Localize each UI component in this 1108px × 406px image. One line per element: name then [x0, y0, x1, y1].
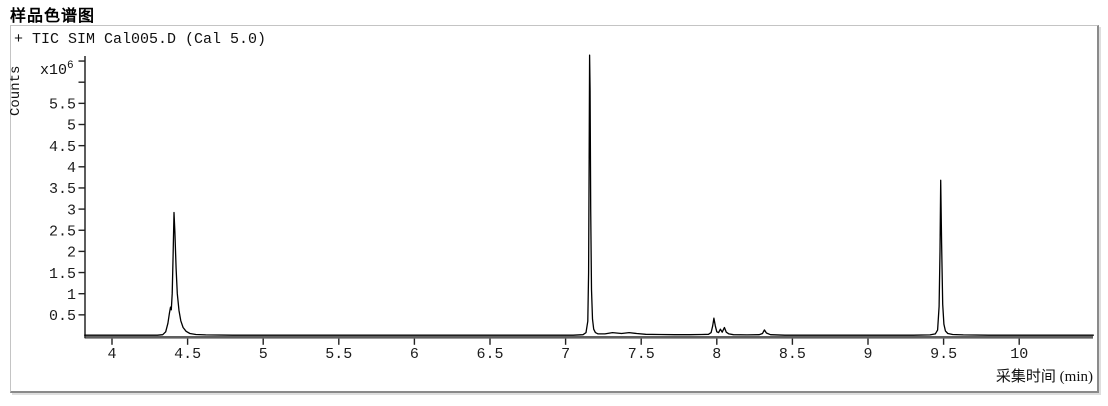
signal-label: + TIC SIM Cal005.D (Cal 5.0) — [14, 31, 267, 48]
chromatogram-panel — [10, 25, 1099, 393]
x-tick-label: 4.5 — [174, 346, 201, 363]
y-tick-label: 2 — [67, 245, 76, 262]
x-tick-label: 7 — [561, 346, 570, 363]
y-tick-label: 1.5 — [49, 266, 76, 283]
x-tick-label: 9.5 — [930, 346, 957, 363]
x-tick-label: 5 — [259, 346, 268, 363]
x-axis-title: 采集时间 (min) — [995, 369, 1093, 385]
y-tick-label: 3 — [67, 202, 76, 219]
x-tick-label: 8.5 — [779, 346, 806, 363]
x-tick-label: 6 — [410, 346, 419, 363]
y-tick-label: 5 — [67, 118, 76, 135]
y-tick-label: 2.5 — [49, 223, 76, 240]
x-tick-label: 4 — [107, 346, 116, 363]
page-title: 样品色谱图 — [10, 8, 96, 25]
y-tick-label: 1 — [67, 287, 76, 304]
y-tick-label: 3.5 — [49, 181, 76, 198]
y-tick-label: 5.5 — [49, 97, 76, 114]
x-tick-label: 7.5 — [628, 346, 655, 363]
x-tick-label: 5.5 — [325, 346, 352, 363]
x-tick-label: 9 — [863, 346, 872, 363]
y-tick-label: 4 — [67, 160, 76, 177]
x-tick-label: 8 — [712, 346, 721, 363]
y-tick-label: 0.5 — [49, 308, 76, 325]
y-axis-multiplier-exponent: 6 — [67, 60, 74, 72]
y-axis-multiplier: x106 — [40, 60, 74, 79]
chromatogram-trace — [84, 54, 1094, 336]
x-tick-label: 10 — [1010, 346, 1028, 363]
y-axis-multiplier-base: x10 — [40, 62, 68, 79]
y-tick-label: 4.5 — [49, 139, 76, 156]
x-tick-label: 6.5 — [476, 346, 503, 363]
